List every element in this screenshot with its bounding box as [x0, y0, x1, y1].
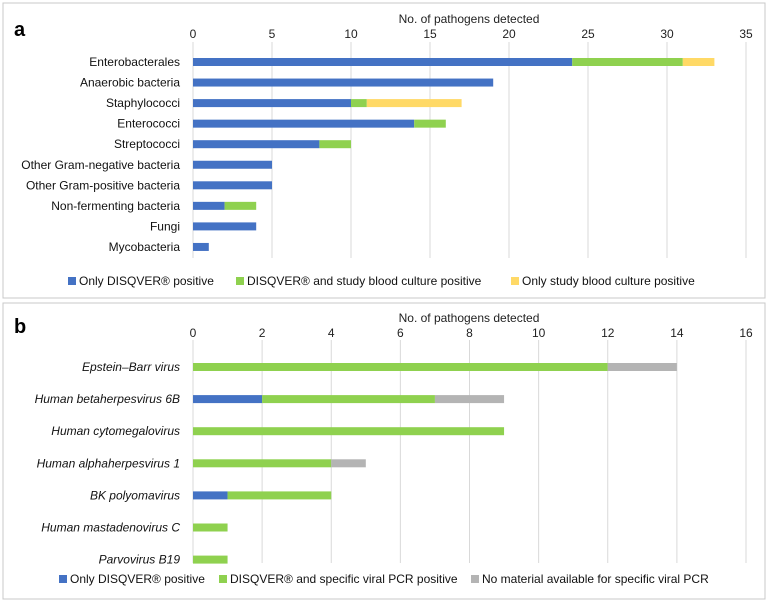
panel-a-x-axis-title: No. of pathogens detected: [399, 12, 540, 26]
panel-a-bar-0-series-1: [572, 58, 683, 66]
panel-a-x-tick-label-4: 20: [502, 27, 516, 41]
panel-a-category-label-4: Streptococci: [114, 137, 180, 151]
panel-a-bar-1-series-0: [193, 78, 494, 87]
panel-a-x-tick-label-2: 10: [344, 27, 358, 41]
panel-b-x-tick-label-6: 12: [601, 326, 615, 340]
panel-b-x-tick-label-4: 8: [466, 326, 473, 340]
panel-b-legend-swatch-1: [219, 575, 227, 583]
panel-a-bar-2-series-1: [351, 99, 367, 108]
panel-a-legend-swatch-0: [68, 277, 76, 285]
panel-a-category-label-5: Other Gram-negative bacteria: [21, 158, 180, 172]
panel-b-bar-4-series-0: [193, 491, 228, 500]
panel-b-x-tick-label-5: 10: [532, 326, 546, 340]
panel-b-bar-2-series-1: [193, 427, 505, 436]
panel-a-bar-0-series-2: [682, 58, 715, 66]
panel-b-tick-labels: 0 2 4 6 8 10 12 14 16: [190, 326, 753, 340]
panel-a-category-label-6: Other Gram-positive bacteria: [26, 178, 180, 192]
panel-b: b No. of pathogens detected 0 2 4 6 8 10 12 14 1…: [2, 302, 766, 600]
panel-a-legend-swatch-2: [511, 277, 519, 285]
panel-a-bar-3-series-0: [193, 119, 415, 128]
panel-b-x-tick-label-7: 14: [670, 326, 684, 340]
panel-a-bar-5-series-0: [193, 160, 272, 169]
panel-b-legend-label-1: DISQVER® and specific viral PCR positive: [230, 572, 458, 586]
panel-a-legend-label-2: Only study blood culture positive: [522, 274, 695, 288]
panel-b-bar-5-series-1: [193, 523, 228, 532]
panel-a-bar-2-series-0: [193, 99, 351, 108]
panel-b-bar-1-series-0: [193, 395, 263, 404]
panel-b-bars: [193, 363, 677, 564]
panel-b-legend-swatch-2: [471, 575, 479, 583]
panel-b-bar-4-series-1: [227, 491, 332, 500]
panel-a-bar-9-series-0: [193, 242, 209, 251]
panel-a-bar-3-series-1: [414, 119, 446, 128]
panel-b-legend: Only DISQVER® positive DISQVER® and spec…: [59, 572, 709, 586]
panel-a-category-label-1: Anaerobic bacteria: [80, 76, 180, 90]
panel-b-bar-6-series-1: [193, 555, 228, 564]
panel-a-border: [2, 2, 766, 299]
panel-b-bar-0-series-1: [193, 363, 608, 371]
panel-b-bar-3-series-1: [193, 459, 332, 468]
panel-a-legend: Only DISQVER® positive DISQVER® and stud…: [68, 274, 695, 288]
panel-b-x-tick-label-1: 2: [259, 326, 266, 340]
panel-a-x-tick-label-7: 35: [739, 27, 753, 41]
panel-a-gridlines: [192, 42, 747, 258]
panel-b-legend-swatch-0: [59, 575, 67, 583]
panel-b-bar-0-series-2: [607, 363, 677, 371]
panel-a-x-tick-label-5: 25: [581, 27, 595, 41]
panel-a-x-tick-label-0: 0: [190, 27, 197, 41]
panel-b-border: [2, 302, 766, 600]
panel-b-x-tick-label-0: 0: [190, 326, 197, 340]
panel-b-category-label-2: Human cytomegalovirus: [51, 424, 180, 438]
panel-a-category-label-7: Non-fermenting bacteria: [51, 199, 180, 213]
panel-a-bar-4-series-0: [193, 140, 320, 149]
panel-b-x-tick-label-2: 4: [328, 326, 335, 340]
panel-a-category-labels: Enterobacterales Anaerobic bacteria Staphy…: [21, 55, 180, 254]
panel-a-bar-6-series-0: [193, 181, 272, 190]
panel-a-bar-0-series-0: [193, 58, 573, 66]
panel-a-bar-4-series-1: [319, 140, 351, 149]
panel-a-letter: a: [14, 19, 26, 41]
panel-b-category-label-4: BK polyomavirus: [90, 488, 180, 502]
panel-a-x-tick-label-1: 5: [269, 27, 276, 41]
panel-a-category-label-2: Staphylococci: [106, 96, 180, 110]
panel-b-bar-1-series-2: [434, 395, 505, 404]
panel-b-category-label-0: Epstein–Barr virus: [82, 360, 180, 374]
panel-b-category-label-3: Human alphaherpesvirus 1: [37, 456, 180, 470]
panel-b-category-label-5: Human mastadenovirus C: [41, 521, 180, 535]
panel-a-bar-8-series-0: [193, 222, 257, 231]
panel-b-letter: b: [14, 316, 26, 338]
panel-b-x-tick-label-8: 16: [739, 326, 753, 340]
panel-a-bar-7-series-1: [224, 201, 257, 210]
panel-b-bar-3-series-2: [331, 459, 366, 468]
panel-a-x-tick-label-3: 15: [423, 27, 437, 41]
panel-a-category-label-9: Mycobacteria: [109, 240, 181, 254]
panel-b-gridlines: [192, 340, 747, 563]
panel-b-category-labels: Epstein–Barr virus Human betaherpesvirus …: [35, 360, 181, 567]
panel-a-x-tick-label-6: 30: [660, 27, 674, 41]
panel-a-legend-swatch-1: [236, 277, 244, 285]
panel-b-x-tick-label-3: 6: [397, 326, 404, 340]
panel-b-legend-label-0: Only DISQVER® positive: [70, 572, 205, 586]
panel-a-bar-2-series-2: [366, 99, 462, 108]
panel-a-category-label-3: Enterococci: [117, 117, 180, 131]
panel-a-legend-label-0: Only DISQVER® positive: [79, 274, 214, 288]
panel-b-category-label-1: Human betaherpesvirus 6B: [35, 392, 180, 406]
panel-b-category-label-6: Parvovirus B19: [99, 553, 181, 567]
panel-b-legend-label-2: No material available for specific viral…: [482, 572, 709, 586]
panel-b-bar-1-series-1: [262, 395, 435, 404]
panel-a-bars: [193, 58, 715, 251]
panel-b-x-axis-title: No. of pathogens detected: [399, 311, 540, 325]
panel-a-tick-labels: 0 5 10 15 20 25 30 35: [190, 27, 753, 41]
panel-a-category-label-8: Fungi: [150, 219, 180, 233]
panel-a: a No. of pathogens detected 0 5 10 15 20 25 30…: [2, 2, 766, 299]
panel-a-bar-7-series-0: [193, 201, 225, 210]
panel-a-legend-label-1: DISQVER® and study blood culture positiv…: [247, 274, 482, 288]
panel-a-category-label-0: Enterobacterales: [89, 55, 180, 69]
